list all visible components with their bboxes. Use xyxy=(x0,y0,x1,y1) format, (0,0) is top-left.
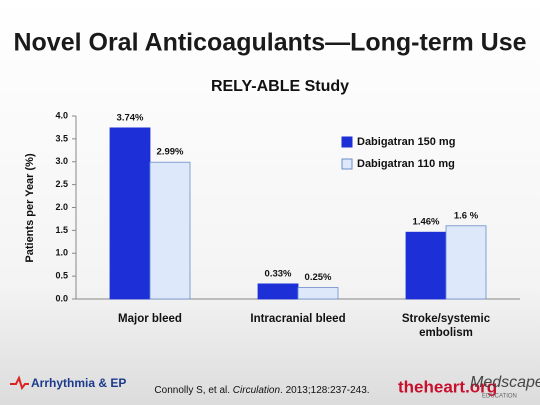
citation-text: Connolly S, et al. xyxy=(154,385,232,396)
citation-journal: Circulation xyxy=(233,385,281,396)
y-tick-label: 2.5 xyxy=(55,179,68,189)
bar xyxy=(109,127,151,300)
value-label: 2.99% xyxy=(157,147,184,158)
medscape-sub: EDUCATION xyxy=(482,394,517,400)
legend-label: Dabigatran 110 mg xyxy=(357,158,455,170)
value-label: 0.33% xyxy=(265,268,292,279)
society-logo: Arrhythmia & EP xyxy=(31,376,126,390)
y-tick-label: 2.0 xyxy=(55,202,68,212)
slide-title: Novel Oral Anticoagulants—Long-term Use xyxy=(13,29,526,57)
citation: Connolly S, et al. Circulation. 2013;128… xyxy=(154,385,369,396)
legend-swatch xyxy=(341,136,353,148)
y-tick-label: 1.0 xyxy=(55,248,68,258)
y-tick-label: 0.5 xyxy=(55,271,68,281)
x-tick-label: Stroke/systemic embolism xyxy=(402,313,491,339)
y-tick-label: 3.0 xyxy=(55,156,68,166)
value-label: 3.74% xyxy=(117,112,144,123)
bar xyxy=(445,225,487,300)
legend-swatch xyxy=(341,158,353,170)
y-axis-label: Patients per Year (%) xyxy=(24,153,36,263)
bar xyxy=(149,161,191,300)
x-tick-label: Major bleed xyxy=(118,313,182,325)
heart-logo: theheart.org xyxy=(398,377,497,396)
society-icon xyxy=(10,375,29,391)
citation-text: . 2013;128:237-243. xyxy=(280,385,370,396)
y-tick-label: 3.5 xyxy=(55,133,68,143)
value-label: 0.25% xyxy=(305,272,332,283)
chart-title: RELY-ABLE Study xyxy=(211,78,349,95)
bar xyxy=(257,283,299,300)
x-tick-label: Intracranial bleed xyxy=(250,313,345,325)
bar xyxy=(297,287,339,300)
y-tick-label: 4.0 xyxy=(55,110,68,120)
value-label: 1.6 % xyxy=(454,210,479,221)
value-label: 1.46% xyxy=(413,217,440,228)
y-tick-label: 0.0 xyxy=(55,293,68,303)
legend-label: Dabigatran 150 mg xyxy=(357,136,455,148)
medscape-logo: Medscape xyxy=(470,374,540,391)
y-tick-label: 1.5 xyxy=(55,225,68,235)
bar xyxy=(405,231,447,300)
